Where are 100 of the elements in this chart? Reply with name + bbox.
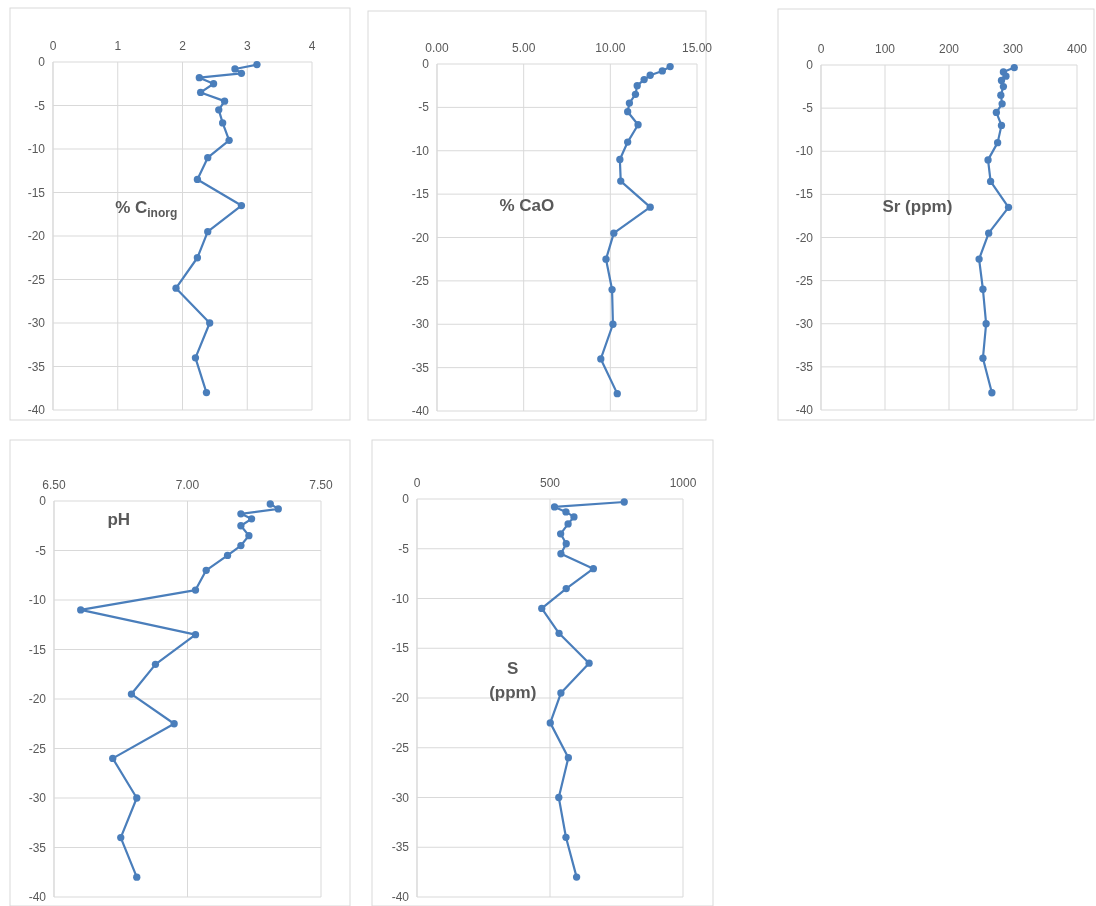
point [191,586,200,594]
point [609,320,617,328]
y-tick-label: -30 [411,317,430,332]
x-tick-label: 7.50 [309,478,333,492]
point [204,228,212,236]
y-tick-label: -5 [802,101,814,116]
y-tick-label: -15 [411,187,430,202]
y-tick-label: -40 [411,404,430,418]
x-tick-label: 15.00 [681,41,713,55]
y-tick-label: 0 [39,494,47,508]
point [133,794,141,802]
y-tick-label: -15 [28,642,47,657]
point [633,82,641,90]
y-tick-label: -15 [391,641,410,656]
point [988,389,996,397]
point [625,99,634,107]
point [564,754,573,762]
y-tick-label: -35 [27,359,46,374]
y-tick-label: -20 [27,229,46,243]
point [570,513,578,521]
point [215,106,223,114]
annotation: Sr (ppm) [882,196,953,216]
y-tick-label: -10 [391,591,410,606]
point [993,138,1002,147]
y-tick-label: -25 [27,272,46,287]
y-tick-label: -10 [795,144,814,159]
point [658,67,666,75]
y-tick-label: -10 [27,142,46,156]
point [1002,72,1010,80]
point [133,873,141,881]
point [646,203,654,211]
x-tick-label: 100 [874,42,896,56]
point [992,108,1001,117]
point [555,629,563,637]
point [613,390,621,398]
point [617,177,625,185]
point [209,80,218,88]
annotation: pH [107,509,131,529]
y-tick-label: -40 [28,890,47,904]
point [589,565,598,573]
x-tick-label: 0 [817,42,825,56]
point [550,503,559,511]
y-tick-label: -40 [391,890,410,904]
point [546,719,554,727]
y-tick-label: -35 [795,359,814,374]
point [245,532,253,540]
point [985,229,993,237]
y-tick-label: -20 [795,230,814,245]
point [979,354,987,362]
point [237,510,245,518]
point [986,177,995,186]
point [191,354,200,362]
point [666,62,674,71]
point [191,631,200,639]
x-tick-label: 0 [49,39,57,53]
point [204,154,212,162]
point [624,108,632,116]
x-tick-label: 2 [179,39,187,53]
point [223,551,232,560]
point [982,320,990,328]
point [172,284,180,292]
point [151,660,160,668]
y-tick-label: -20 [391,691,410,705]
x-tick-label: 1 [114,39,122,53]
point [997,76,1006,85]
y-tick-label: -35 [28,840,47,855]
point [557,550,565,558]
point [117,833,125,842]
x-tick-label: 1000 [669,476,697,490]
point [975,255,983,263]
point [610,229,618,237]
point [640,75,648,84]
point [170,720,178,728]
point [253,60,261,69]
y-tick-label: -30 [795,316,814,331]
y-tick-label: -5 [418,100,430,115]
point [608,285,616,294]
point [109,754,117,763]
point [206,319,214,327]
point [1010,63,1018,72]
point [237,541,245,550]
y-tick-label: -5 [34,98,46,113]
point [237,69,246,77]
point [997,91,1005,99]
x-tick-label: 6.50 [42,478,66,492]
point [562,584,570,593]
y-tick-label: -25 [795,273,814,288]
x-tick-label: 10.00 [595,41,626,55]
point [202,388,211,397]
point [555,793,563,802]
x-tick-label: 400 [1066,42,1088,56]
point [620,498,628,506]
point [999,82,1008,91]
x-tick-label: 300 [1002,42,1024,56]
point [247,515,256,523]
annotation: % CaO [499,196,555,216]
y-tick-label: 0 [806,58,814,72]
point [562,540,570,548]
point [556,530,565,538]
point [237,201,246,210]
